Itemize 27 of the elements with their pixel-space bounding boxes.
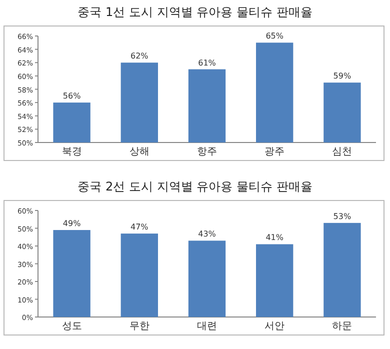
x-tick-label: 하문: [332, 321, 352, 332]
data-label: 43%: [198, 230, 216, 239]
data-label: 41%: [266, 233, 284, 242]
data-label: 56%: [62, 92, 82, 101]
chart-title: 중국 2선 도시 지역별 유아용 물티슈 판매율: [78, 180, 312, 194]
x-tick-label: 항주: [197, 146, 217, 158]
x-tick-label: 무한: [129, 321, 150, 332]
data-label: 59%: [333, 72, 352, 81]
x-tick-label: 상해: [129, 146, 150, 158]
data-label: 62%: [130, 52, 149, 61]
x-tick-label: 북경: [62, 146, 82, 158]
x-tick-label: 서안: [264, 321, 285, 332]
data-label: 61%: [198, 58, 216, 68]
bar: [324, 222, 361, 317]
bar: [53, 230, 90, 317]
bar: [188, 240, 226, 317]
chart-title: 중국 1선 도시 지역별 유아용 물티슈 판매율: [78, 5, 312, 19]
data-label: 53%: [333, 212, 352, 221]
x-tick-label: 광주: [264, 146, 285, 158]
data-label: 47%: [130, 222, 149, 232]
bar: [256, 244, 294, 317]
x-tick-label: 대련: [197, 321, 217, 332]
data-label: 65%: [266, 32, 284, 41]
data-label: 49%: [62, 219, 82, 228]
x-tick-label: 성도: [62, 321, 82, 332]
bar: [120, 234, 158, 317]
x-tick-label: 심천: [332, 146, 352, 158]
